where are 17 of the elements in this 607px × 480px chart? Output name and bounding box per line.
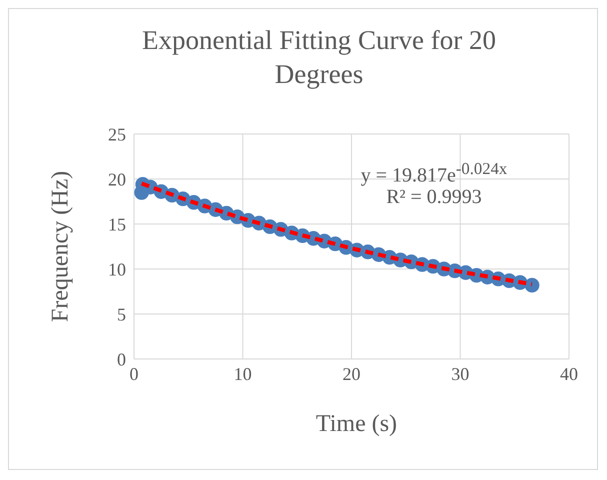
- x-tick-label: 30: [451, 364, 470, 384]
- y-tick-label: 25: [108, 124, 126, 144]
- y-tick-label: 5: [117, 304, 126, 324]
- annotation: R² = 0.9993: [385, 186, 483, 209]
- point: [524, 278, 540, 293]
- y-tick-label: 10: [108, 259, 126, 280]
- y-axis-title: Frequency (Hz): [48, 170, 74, 322]
- x-tick-label: 10: [234, 364, 252, 384]
- chart-title: Exponential Fitting Curve for 20 Degrees: [141, 24, 497, 91]
- x-tick-label: 0: [130, 364, 138, 384]
- x-tick-label: 40: [560, 364, 578, 384]
- y-tick-label: 0: [117, 349, 126, 370]
- x-axis-title: Time (s): [314, 411, 398, 438]
- x-tick-label: 20: [342, 364, 360, 384]
- annotation: y = 19.817e$^{-0.024x}$: [360, 159, 508, 188]
- y-tick-label: 15: [108, 214, 126, 234]
- y-tick-label: 20: [108, 169, 126, 190]
